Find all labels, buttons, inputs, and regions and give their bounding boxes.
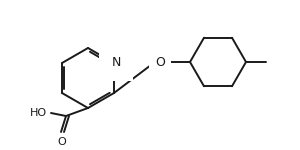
Text: N: N <box>111 56 121 69</box>
Text: O: O <box>155 56 165 69</box>
Text: O: O <box>58 137 66 147</box>
Text: HO: HO <box>30 108 47 118</box>
